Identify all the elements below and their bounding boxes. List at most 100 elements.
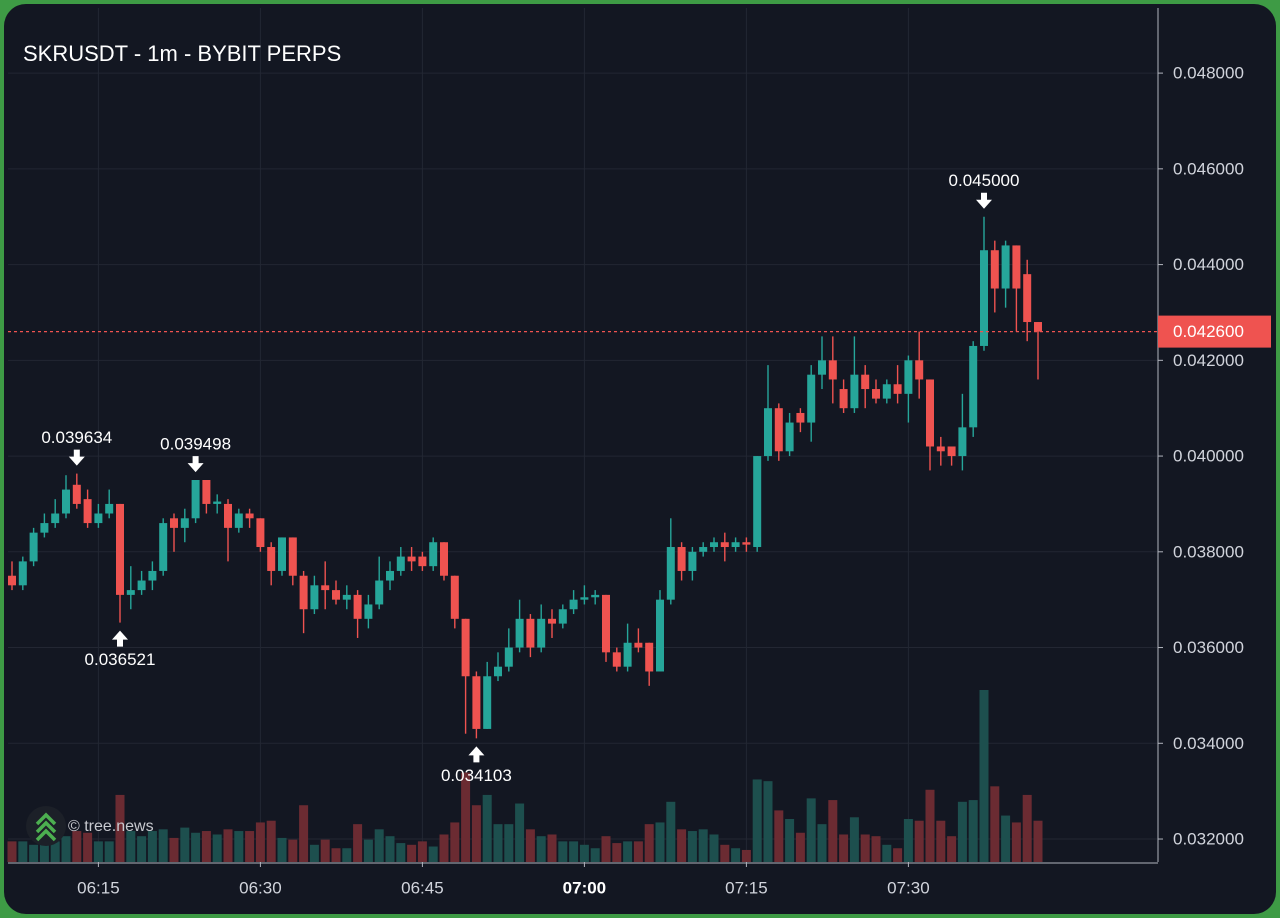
volume-bar: [482, 794, 492, 862]
candle-body: [591, 594, 600, 598]
candle-body: [764, 408, 772, 457]
logo: [26, 806, 66, 846]
candle-body: [904, 360, 913, 394]
candle-body: [969, 345, 978, 428]
volume-bar: [817, 824, 827, 862]
volume-bar: [266, 820, 276, 862]
candle-body: [213, 501, 222, 504]
candle-body: [1034, 322, 1042, 332]
volume-bar: [353, 824, 363, 862]
volume-bar: [93, 841, 103, 862]
candle-body: [440, 542, 448, 576]
volume-bar: [515, 803, 525, 862]
arrow-down: [976, 192, 992, 209]
volume-bar: [191, 832, 201, 862]
volume-bar: [623, 841, 633, 862]
candle-body: [753, 456, 762, 548]
volume-bar: [957, 801, 967, 862]
volume-bar: [288, 839, 298, 862]
candle-body: [850, 374, 859, 409]
y-tick-label: 0.040000: [1173, 447, 1244, 466]
volume-bar: [396, 843, 406, 862]
candle-body: [742, 542, 751, 545]
last-price-tag: [1158, 315, 1271, 348]
volume-bar: [558, 841, 568, 862]
volume-bar: [461, 772, 471, 862]
volume-bar: [806, 798, 816, 862]
volume-bar: [763, 781, 773, 862]
candle-body: [947, 446, 956, 457]
candle-body: [72, 484, 81, 504]
candle-body: [472, 676, 481, 729]
volume-bar: [7, 841, 17, 862]
annotation-label: 0.045000: [949, 171, 1020, 190]
volume-bar: [1022, 794, 1032, 862]
volume-bar: [439, 834, 449, 862]
volume-bar: [795, 832, 805, 862]
volume-bar: [201, 831, 211, 862]
candle-body: [51, 513, 60, 524]
volume-bar: [450, 822, 460, 862]
x-tick-label: 06:15: [77, 878, 120, 897]
y-tick-label: 0.038000: [1173, 542, 1244, 561]
volume-bar: [385, 836, 395, 862]
volume-bar: [299, 805, 309, 862]
volume-bar: [547, 834, 557, 862]
grid: [8, 8, 1158, 862]
candle-body: [785, 422, 794, 452]
volume-bar: [331, 848, 341, 862]
candle-body: [720, 542, 729, 548]
y-tick-label: 0.042000: [1173, 351, 1244, 370]
volume-bar: [493, 824, 503, 862]
candle-body: [915, 360, 924, 380]
candle-body: [310, 585, 319, 610]
candle-body: [796, 412, 805, 423]
volume-bar: [709, 834, 719, 862]
volume-bar: [407, 844, 417, 862]
volume-bar: [785, 819, 795, 862]
chart-title: SKRUSDT - 1m - BYBIT PERPS: [23, 41, 341, 66]
volume-bar: [245, 831, 255, 862]
volume-bar: [104, 841, 114, 862]
logo-chevrons: [35, 812, 57, 842]
volume-bar: [990, 786, 1000, 862]
volume-bar: [83, 832, 93, 862]
candle-body: [353, 594, 362, 619]
volume-bar: [536, 836, 546, 862]
candle-body: [612, 652, 621, 667]
volume-bar: [687, 831, 697, 862]
volume-bar: [115, 794, 125, 862]
volume-bar: [1033, 820, 1043, 862]
candle-body: [548, 618, 556, 624]
candle-body: [634, 642, 643, 648]
candle-body: [278, 537, 286, 571]
y-tick-label: 0.032000: [1173, 830, 1244, 849]
annotation-label: 0.034103: [441, 766, 512, 785]
volume-bar: [504, 824, 514, 862]
volume-bar: [309, 844, 319, 862]
candle-body: [224, 503, 232, 528]
candle-body: [126, 590, 135, 595]
volume-bar: [828, 800, 838, 862]
candle-body: [893, 384, 902, 394]
candle-body: [569, 599, 578, 610]
candle-body: [645, 642, 654, 672]
x-tick-label: 06:45: [401, 878, 444, 897]
volume-bar: [839, 834, 849, 862]
arrow-up: [468, 746, 485, 763]
candle-body: [828, 360, 837, 380]
volume-bar: [731, 848, 741, 862]
annotations: 0.039634 0.036521 0.039498 0.034103 0.045000…: [8, 171, 1271, 785]
volume-bar: [212, 834, 222, 862]
candle-body: [807, 374, 816, 423]
candle-body: [1012, 245, 1021, 289]
volume-bar: [936, 820, 946, 862]
volume-bar: [612, 843, 622, 862]
candle-body: [1023, 274, 1032, 323]
candle-body: [267, 547, 276, 571]
candles: [8, 216, 1042, 739]
candle-body: [418, 556, 427, 567]
candle-body: [386, 570, 394, 581]
candle-body: [429, 542, 438, 567]
